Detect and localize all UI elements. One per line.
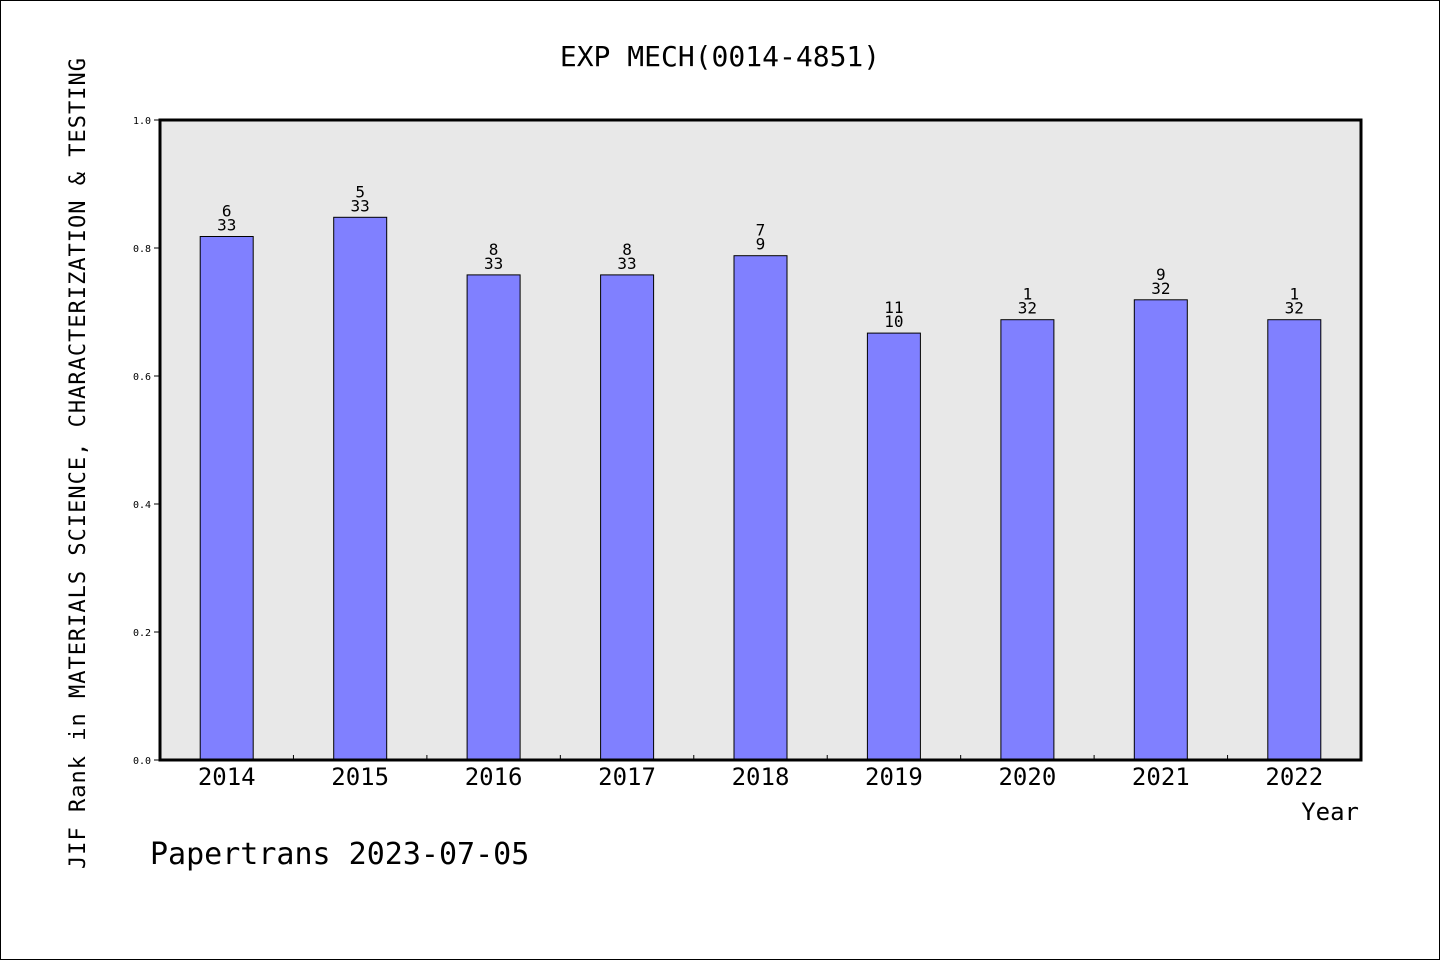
data-label-rank-2014: 6 bbox=[222, 201, 232, 220]
bar-2021 bbox=[1133, 299, 1188, 761]
y-axis-label: JIF Rank in MATERIALS SCIENCE, CHARACTER… bbox=[66, 57, 91, 869]
data-label-rank-2016: 8 bbox=[489, 240, 499, 259]
y-tick-label: 1.0 bbox=[133, 116, 151, 127]
data-label-rank-2022: 1 bbox=[1289, 285, 1299, 304]
chart-title: EXP MECH(0014-4851) bbox=[560, 40, 880, 73]
data-label-total-2019: 10 bbox=[884, 312, 903, 331]
x-tick-label-2021: 2021 bbox=[1132, 763, 1190, 791]
plot-border bbox=[158, 118, 1363, 762]
data-label-rank-2015: 5 bbox=[355, 182, 365, 201]
data-label-rank-2017: 8 bbox=[622, 240, 632, 259]
y-axis-ticks: 0.0 0.2 0.4 0.6 0.8 1.0 bbox=[133, 116, 160, 767]
y-tick-label: 0.2 bbox=[133, 628, 151, 639]
bar-2014 bbox=[199, 236, 254, 761]
y-tick-label: 0.6 bbox=[133, 372, 151, 383]
y-tick-label: 0.0 bbox=[133, 756, 151, 767]
x-tick-label-2022: 2022 bbox=[1265, 763, 1323, 791]
x-tick-label-2018: 2018 bbox=[732, 763, 790, 791]
data-label-rank-2018: 7 bbox=[756, 221, 766, 240]
x-tick-label-2017: 2017 bbox=[598, 763, 656, 791]
data-label-rank-2021: 9 bbox=[1156, 265, 1166, 284]
bar-2017 bbox=[600, 274, 655, 761]
x-axis-label: Year bbox=[1301, 798, 1359, 826]
bar-2019 bbox=[866, 332, 921, 761]
data-label-total-2017: 33 bbox=[617, 254, 636, 273]
data-label-total-2016: 33 bbox=[484, 254, 503, 273]
x-axis-ticks: 2014 2015 2016 2017 2018 2019 2020 2021 2022 bbox=[198, 755, 1323, 791]
data-label-total-2022: 32 bbox=[1285, 299, 1304, 318]
bar-2022 bbox=[1267, 319, 1322, 761]
data-label-rank-2019: 11 bbox=[884, 298, 903, 317]
x-tick-label-2014: 2014 bbox=[198, 763, 256, 791]
x-tick-label-2016: 2016 bbox=[465, 763, 523, 791]
watermark-text: Papertrans 2023-07-05 bbox=[150, 837, 529, 872]
data-label-total-2015: 33 bbox=[351, 196, 370, 215]
bar-2018 bbox=[733, 255, 788, 761]
data-label-total-2020: 32 bbox=[1018, 299, 1037, 318]
bar-group bbox=[199, 216, 1322, 761]
bar-2015 bbox=[333, 216, 388, 761]
x-tick-label-2015: 2015 bbox=[331, 763, 389, 791]
x-tick-label-2019: 2019 bbox=[865, 763, 923, 791]
y-tick-label: 0.4 bbox=[133, 500, 151, 511]
x-tick-label-2020: 2020 bbox=[998, 763, 1056, 791]
data-label-total-2021: 32 bbox=[1151, 279, 1170, 298]
bar-2020 bbox=[1000, 319, 1055, 761]
data-label-total-2014: 33 bbox=[217, 215, 236, 234]
bar-2016 bbox=[466, 274, 521, 761]
y-tick-label: 0.8 bbox=[133, 244, 151, 255]
data-label-total-2018: 9 bbox=[756, 235, 766, 254]
data-label-rank-2020: 1 bbox=[1023, 285, 1033, 304]
